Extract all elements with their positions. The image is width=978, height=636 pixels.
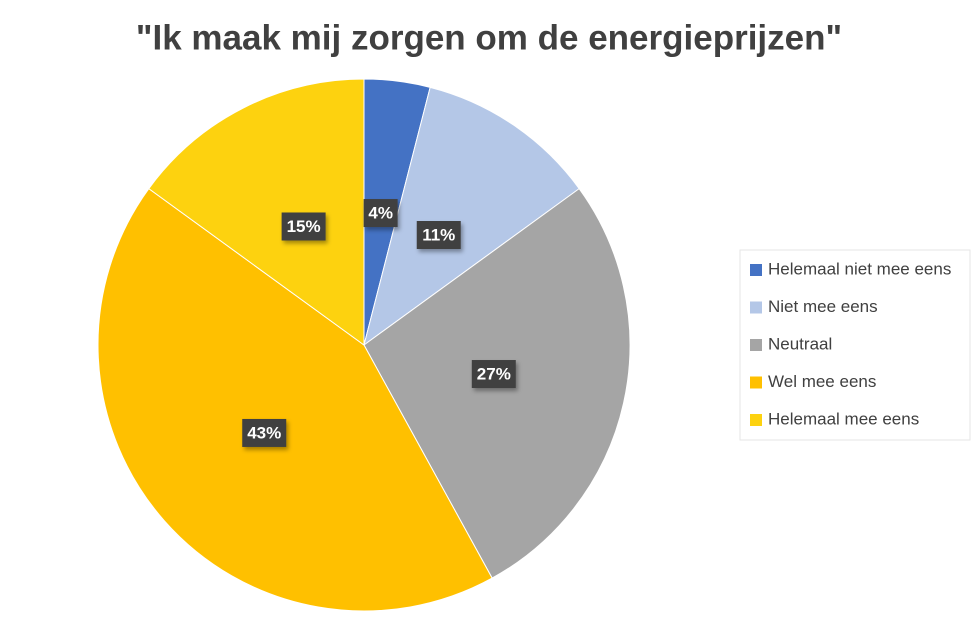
data-label-box xyxy=(416,220,461,249)
legend-label: Niet mee eens xyxy=(768,297,878,316)
legend-label: Helemaal niet mee eens xyxy=(768,259,951,278)
data-label-box xyxy=(471,360,516,389)
legend-label: Helemaal mee eens xyxy=(768,409,919,428)
data-label-box xyxy=(242,418,287,447)
data-label: 4% xyxy=(368,204,393,223)
data-label-box xyxy=(363,199,398,228)
data-label: 27% xyxy=(477,364,511,383)
pie-slice xyxy=(97,187,493,612)
legend-swatch xyxy=(750,264,762,276)
legend-swatch xyxy=(750,414,762,426)
data-label: 43% xyxy=(247,423,281,442)
legend-swatch xyxy=(750,301,762,314)
chart-title: "Ik maak mij zorgen om de energieprijzen… xyxy=(136,18,842,57)
data-label: 15% xyxy=(287,217,321,236)
pie-slice xyxy=(363,86,580,347)
legend-box xyxy=(739,249,971,441)
legend-label: Neutraal xyxy=(768,334,832,353)
legend-swatch xyxy=(750,339,762,351)
data-label-box xyxy=(281,212,326,241)
legend-swatch xyxy=(750,376,762,389)
pie-slice xyxy=(148,78,365,346)
data-label: 11% xyxy=(422,225,455,244)
legend-label: Wel mee eens xyxy=(768,372,876,391)
